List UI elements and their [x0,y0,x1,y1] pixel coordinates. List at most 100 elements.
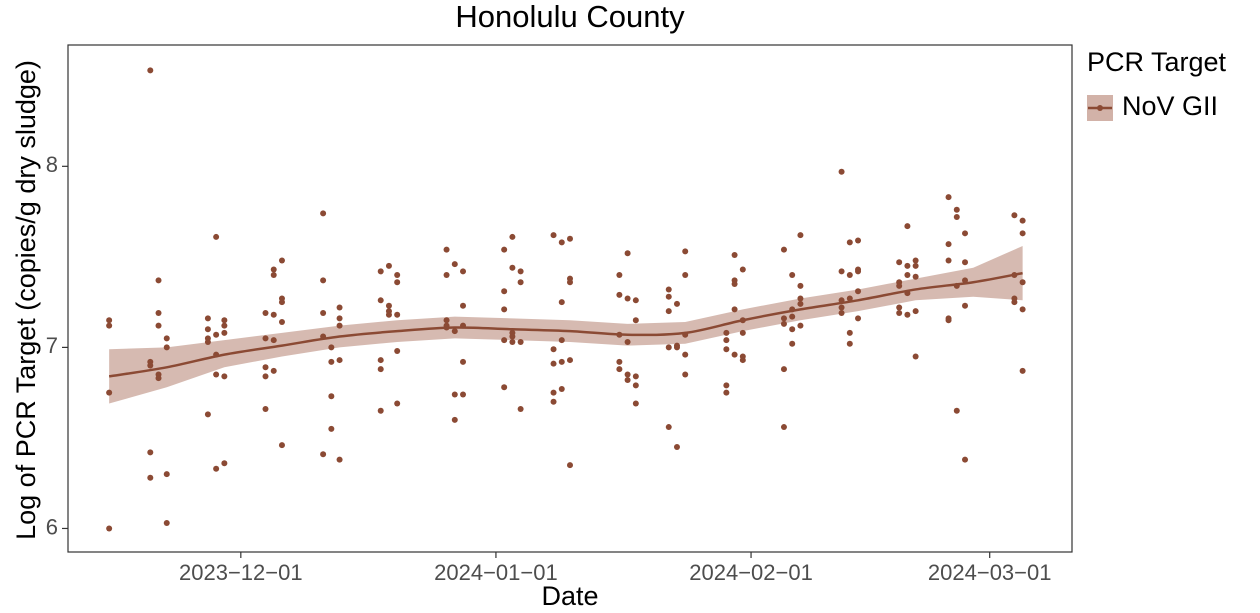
data-point [204,315,211,322]
data-point [665,424,672,431]
data-point [221,460,228,467]
data-point [673,300,680,307]
data-point [624,338,631,345]
data-point [624,295,631,302]
data-point [204,338,211,345]
data-point [377,268,384,275]
data-point [262,309,269,316]
data-point [797,322,804,329]
data-point [278,257,285,264]
data-point [509,338,516,345]
data-point [336,304,343,311]
data-point [789,340,796,347]
data-point [221,322,228,329]
data-point [962,230,969,237]
data-point [262,373,269,380]
data-point [962,259,969,266]
smooth-line [108,271,1023,378]
data-point [731,351,738,358]
data-point [443,246,450,253]
data-point [567,279,573,286]
data-point [270,337,277,344]
data-point [912,308,919,315]
data-point [270,266,277,273]
data-point [682,351,689,358]
data-point [509,264,516,271]
y-tick-label: 8 [46,152,58,177]
data-point [517,268,524,275]
data-point [501,246,508,253]
data-point [163,520,170,527]
data-point [632,297,639,304]
data-point [262,364,269,371]
data-point [558,239,565,246]
data-point [451,391,458,398]
data-point [953,407,960,414]
data-point [336,315,343,322]
data-point [962,456,969,463]
data-point [221,373,228,380]
data-point [394,400,401,407]
data-point [163,344,170,351]
data-point [213,465,220,472]
data-point [147,474,154,481]
chart-title: Honolulu County [455,0,685,34]
x-tick-label: 2024−01−01 [434,560,558,585]
data-point [204,326,211,333]
data-point [106,322,113,329]
data-point [616,271,623,278]
data-point [213,233,220,240]
data-point [328,425,335,432]
data-point [797,295,804,302]
data-point [385,302,392,309]
data-point [789,271,796,278]
data-point [682,271,689,278]
data-point [896,309,903,316]
data-point [155,375,162,382]
data-point [904,262,911,269]
data-point [945,241,952,248]
data-point [443,271,450,278]
data-point [567,357,573,364]
data-point [320,309,327,316]
data-point [723,337,730,344]
data-point [558,386,565,393]
data-point [558,358,565,365]
data-point [377,366,384,373]
data-point [221,329,228,336]
data-point [221,317,228,324]
data-point [838,304,845,311]
data-point [953,214,960,221]
data-point [106,317,113,324]
data-point [320,277,327,284]
legend-title: PCR Target [1087,47,1227,77]
data-point [147,67,154,74]
data-point [147,362,154,369]
data-point [624,250,631,257]
data-point [723,329,730,336]
data-point [682,371,689,378]
data-point [945,317,952,324]
data-point [517,279,524,286]
data-point [106,389,113,396]
data-point [550,398,557,405]
data-point [855,268,862,275]
data-point [723,389,730,396]
data-point [789,326,796,333]
data-point [558,299,565,306]
data-point [962,302,969,309]
data-point [665,293,672,300]
data-point [278,319,285,326]
data-point [328,358,335,365]
data-point [739,357,746,364]
data-point [838,268,845,275]
data-point [731,306,738,313]
data-point [723,346,730,353]
data-point [846,295,853,302]
data-point [665,286,672,293]
plot-border [67,44,1073,553]
data-point [262,405,269,412]
data-point [616,366,623,373]
data-point [789,313,796,320]
data-point [460,268,467,275]
